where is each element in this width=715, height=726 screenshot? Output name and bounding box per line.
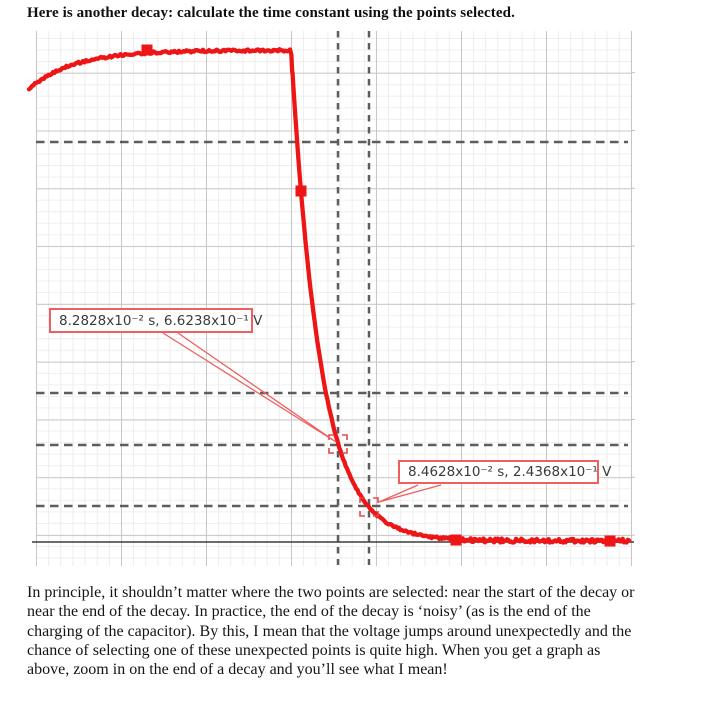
- body-paragraph: In principle, it shouldn’t matter where …: [27, 584, 635, 679]
- point1-leader-line: [162, 332, 337, 443]
- point2-leader-line: [378, 484, 442, 503]
- point2-callout[interactable]: 8.4628x10⁻² s, 2.4368x10⁻¹ V: [398, 460, 611, 484]
- trace-square-marker: [450, 534, 462, 546]
- trace-square-marker: [604, 535, 616, 547]
- trace-square-marker: [141, 44, 153, 56]
- trace-square-marker: [295, 185, 307, 197]
- point2-label: 8.4628x10⁻² s, 2.4368x10⁻¹ V: [408, 464, 612, 480]
- page-title: Here is another decay: calculate the tim…: [27, 5, 515, 21]
- point-selection-bracket: [328, 434, 348, 454]
- point1-callout[interactable]: 8.2828x10⁻² s, 6.6238x10⁻¹ V: [49, 308, 262, 333]
- point-selection-bracket: [359, 497, 379, 517]
- point1-label: 8.2828x10⁻² s, 6.6238x10⁻¹ V: [59, 312, 263, 329]
- voltage-trace: [26, 47, 632, 545]
